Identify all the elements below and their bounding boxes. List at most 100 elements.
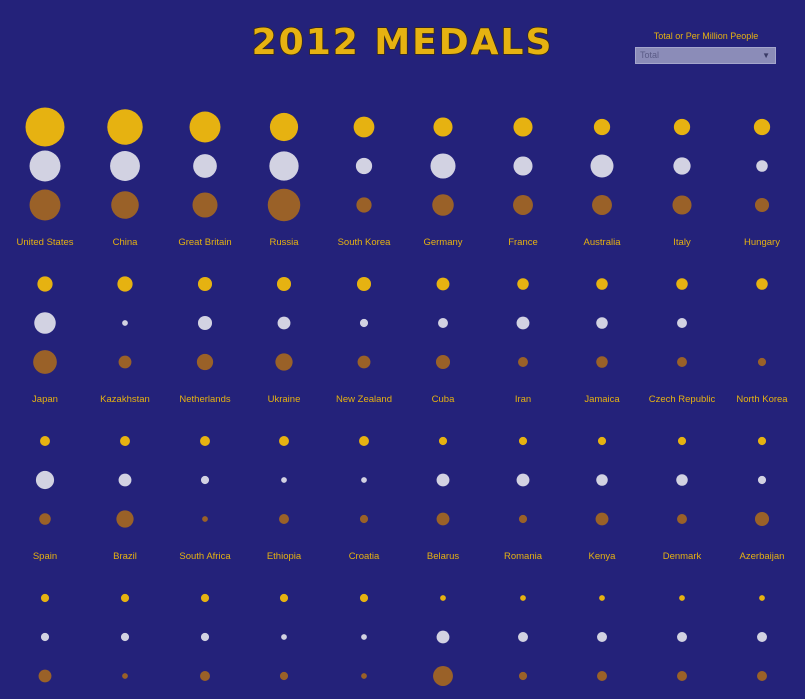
gold-medal-point[interactable] <box>677 436 687 446</box>
gold-medal-point[interactable] <box>440 595 446 601</box>
gold-medal-point[interactable] <box>200 436 210 446</box>
gold-medal-point[interactable] <box>599 595 605 601</box>
bronze-medal-point[interactable] <box>432 194 454 216</box>
gold-medal-point[interactable] <box>517 278 529 290</box>
gold-medal-point[interactable] <box>279 593 289 603</box>
bronze-medal-point[interactable] <box>596 356 608 368</box>
silver-medal-point[interactable] <box>518 632 528 642</box>
gold-medal-point[interactable] <box>436 277 450 291</box>
silver-medal-point[interactable] <box>756 160 768 172</box>
bronze-medal-point[interactable] <box>122 673 128 679</box>
bronze-medal-point[interactable] <box>754 197 770 213</box>
bronze-medal-point[interactable] <box>597 671 607 681</box>
gold-medal-point[interactable] <box>117 276 133 292</box>
silver-medal-point[interactable] <box>281 634 287 640</box>
silver-medal-point[interactable] <box>590 154 614 178</box>
gold-medal-point[interactable] <box>359 436 369 446</box>
bronze-medal-point[interactable] <box>518 514 528 524</box>
bronze-medal-point[interactable] <box>38 669 52 683</box>
silver-medal-point[interactable] <box>35 470 55 490</box>
bronze-medal-point[interactable] <box>356 197 372 213</box>
gold-medal-point[interactable] <box>676 278 688 290</box>
gold-medal-point[interactable] <box>757 436 767 446</box>
gold-medal-point[interactable] <box>356 276 372 292</box>
bronze-medal-point[interactable] <box>200 671 210 681</box>
bronze-medal-point[interactable] <box>192 192 218 218</box>
silver-medal-point[interactable] <box>269 151 299 181</box>
bronze-medal-point[interactable] <box>754 511 770 527</box>
silver-medal-point[interactable] <box>676 474 688 486</box>
silver-medal-point[interactable] <box>757 632 767 642</box>
gold-medal-point[interactable] <box>120 593 130 603</box>
silver-medal-point[interactable] <box>122 320 128 326</box>
gold-medal-point[interactable] <box>269 112 299 142</box>
bronze-medal-point[interactable] <box>672 195 692 215</box>
silver-medal-point[interactable] <box>597 632 607 642</box>
bronze-medal-point[interactable] <box>435 354 451 370</box>
bronze-medal-point[interactable] <box>279 671 289 681</box>
gold-medal-point[interactable] <box>597 436 607 446</box>
bronze-medal-point[interactable] <box>513 195 533 215</box>
gold-medal-point[interactable] <box>200 593 210 603</box>
silver-medal-point[interactable] <box>673 157 691 175</box>
gold-medal-point[interactable] <box>513 117 533 137</box>
silver-medal-point[interactable] <box>596 317 608 329</box>
gold-medal-point[interactable] <box>197 276 213 292</box>
silver-medal-point[interactable] <box>430 153 456 179</box>
silver-medal-point[interactable] <box>677 632 687 642</box>
measure-select[interactable]: Total ▼ <box>635 47 776 64</box>
bronze-medal-point[interactable] <box>592 195 612 215</box>
silver-medal-point[interactable] <box>281 477 287 483</box>
bronze-medal-point[interactable] <box>433 666 453 686</box>
silver-medal-point[interactable] <box>193 154 217 178</box>
gold-medal-point[interactable] <box>438 436 448 446</box>
bronze-medal-point[interactable] <box>118 355 132 369</box>
bronze-medal-point[interactable] <box>359 514 369 524</box>
bronze-medal-point[interactable] <box>111 191 139 219</box>
silver-medal-point[interactable] <box>361 477 367 483</box>
gold-medal-point[interactable] <box>120 436 130 446</box>
gold-medal-point[interactable] <box>673 118 691 136</box>
silver-medal-point[interactable] <box>277 316 291 330</box>
gold-medal-point[interactable] <box>40 436 50 446</box>
gold-medal-point[interactable] <box>759 595 765 601</box>
gold-medal-point[interactable] <box>433 117 453 137</box>
silver-medal-point[interactable] <box>436 473 450 487</box>
silver-medal-point[interactable] <box>359 318 369 328</box>
silver-medal-point[interactable] <box>757 475 767 485</box>
bronze-medal-point[interactable] <box>757 671 767 681</box>
gold-medal-point[interactable] <box>279 436 289 446</box>
silver-medal-point[interactable] <box>118 473 132 487</box>
gold-medal-point[interactable] <box>359 593 369 603</box>
bronze-medal-point[interactable] <box>267 188 301 222</box>
bronze-medal-point[interactable] <box>677 357 687 367</box>
bronze-medal-point[interactable] <box>202 516 208 522</box>
bronze-medal-point[interactable] <box>518 671 528 681</box>
silver-medal-point[interactable] <box>29 150 61 182</box>
gold-medal-point[interactable] <box>353 116 375 138</box>
gold-medal-point[interactable] <box>40 593 50 603</box>
gold-medal-point[interactable] <box>753 118 771 136</box>
bronze-medal-point[interactable] <box>39 513 51 525</box>
bronze-medal-point[interactable] <box>677 514 687 524</box>
silver-medal-point[interactable] <box>438 318 448 328</box>
silver-medal-point[interactable] <box>516 473 530 487</box>
bronze-medal-point[interactable] <box>518 357 528 367</box>
bronze-medal-point[interactable] <box>196 353 214 371</box>
silver-medal-point[interactable] <box>34 312 56 334</box>
bronze-medal-point[interactable] <box>33 350 57 374</box>
gold-medal-point[interactable] <box>37 276 53 292</box>
silver-medal-point[interactable] <box>120 632 130 642</box>
bronze-medal-point[interactable] <box>275 353 293 371</box>
bronze-medal-point[interactable] <box>357 355 371 369</box>
silver-medal-point[interactable] <box>596 474 608 486</box>
bronze-medal-point[interactable] <box>116 510 134 528</box>
gold-medal-point[interactable] <box>276 276 292 292</box>
silver-medal-point[interactable] <box>436 630 450 644</box>
gold-medal-point[interactable] <box>679 595 685 601</box>
bronze-medal-point[interactable] <box>757 357 767 367</box>
bronze-medal-point[interactable] <box>595 512 609 526</box>
gold-medal-point[interactable] <box>25 107 65 147</box>
gold-medal-point[interactable] <box>593 118 611 136</box>
bronze-medal-point[interactable] <box>436 512 450 526</box>
